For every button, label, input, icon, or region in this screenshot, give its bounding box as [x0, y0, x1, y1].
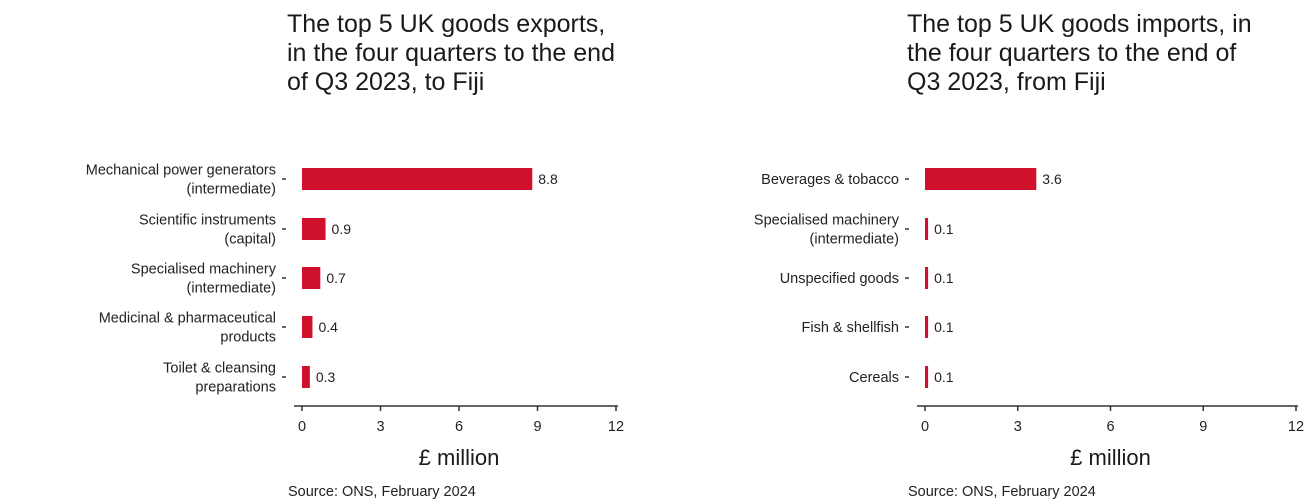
exports-chart-panel: The top 5 UK goods exports, in the four … — [0, 0, 640, 504]
imports-x-tick-label: 12 — [1288, 419, 1304, 435]
imports-x-tick-label: 9 — [1199, 419, 1207, 435]
imports-category-label: Beverages & tobacco — [761, 172, 899, 188]
exports-x-tick-label: 3 — [376, 419, 384, 435]
imports-value-label: 0.1 — [934, 221, 954, 237]
exports-category-label: Scientific instruments (capital) — [139, 213, 276, 248]
exports-bar — [302, 366, 310, 388]
imports-value-label: 0.1 — [934, 369, 954, 385]
imports-x-tick-label: 6 — [1106, 419, 1114, 435]
exports-category-label: Mechanical power generators (intermediate… — [86, 163, 276, 198]
exports-x-tick-label: 0 — [298, 419, 306, 435]
exports-category-label: Specialised machinery (intermediate) — [131, 262, 277, 297]
imports-bar — [925, 267, 929, 289]
exports-value-label: 0.7 — [326, 270, 346, 286]
imports-category-label: Fish & shellfish — [801, 320, 899, 336]
exports-value-label: 0.3 — [316, 369, 336, 385]
imports-bar — [925, 218, 929, 240]
exports-value-label: 0.4 — [318, 319, 338, 335]
imports-category-label: Specialised machinery (intermediate) — [754, 213, 900, 248]
imports-value-label: 3.6 — [1042, 171, 1062, 187]
exports-x-axis-title: £ million — [419, 445, 500, 470]
exports-bar — [302, 218, 326, 240]
exports-bar-chart: Mechanical power generators (intermediate… — [86, 163, 624, 471]
imports-x-tick-label: 3 — [1014, 419, 1022, 435]
imports-category-label: Unspecified goods — [780, 271, 899, 287]
imports-source-note: Source: ONS, February 2024 — [908, 484, 1096, 500]
imports-bar — [925, 316, 929, 338]
imports-chart-title: The top 5 UK goods imports, in the four … — [907, 10, 1252, 96]
imports-x-axis-title: £ million — [1070, 445, 1151, 470]
imports-value-label: 0.1 — [934, 319, 954, 335]
imports-x-tick-label: 0 — [921, 419, 929, 435]
imports-chart-panel: The top 5 UK goods imports, in the four … — [640, 0, 1315, 504]
imports-category-label: Cereals — [849, 370, 899, 386]
exports-category-label: Toilet & cleansing preparations — [163, 361, 276, 396]
exports-value-label: 0.9 — [332, 221, 352, 237]
exports-x-tick-label: 6 — [455, 419, 463, 435]
imports-bar-chart: Beverages & tobacco 3.6 Specialised machin… — [754, 168, 1304, 470]
imports-bar — [925, 168, 1037, 190]
exports-bar — [302, 267, 321, 289]
exports-x-tick-label: 12 — [608, 419, 624, 435]
exports-value-label: 8.8 — [538, 171, 558, 187]
exports-category-label: Medicinal & pharmaceutical products — [99, 311, 276, 346]
exports-source-note: Source: ONS, February 2024 — [288, 484, 476, 500]
exports-x-tick-label: 9 — [533, 419, 541, 435]
imports-value-label: 0.1 — [934, 270, 954, 286]
exports-chart-title: The top 5 UK goods exports, in the four … — [287, 10, 615, 96]
imports-bar — [925, 366, 929, 388]
exports-bar — [302, 316, 313, 338]
exports-bar — [302, 168, 533, 190]
